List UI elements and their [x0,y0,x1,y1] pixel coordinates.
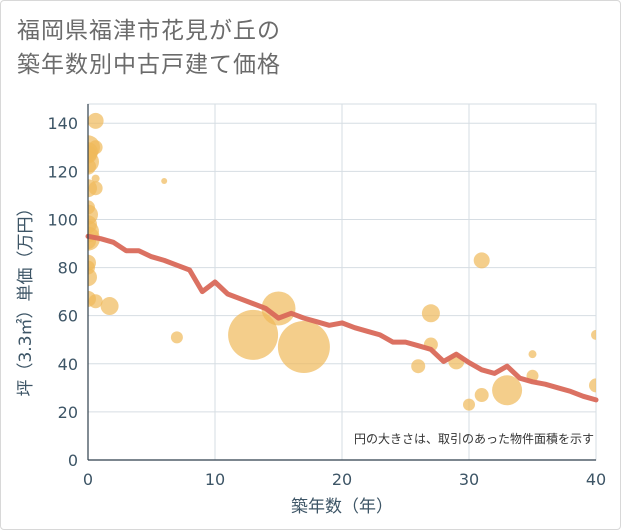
y-tick-label: 40 [58,355,78,374]
bubble-point [170,331,183,344]
bubble-point [589,378,596,393]
chart-title: 福岡県福津市花見が丘の 築年数別中古戸建て価格 [17,14,281,82]
bubble-point [88,268,97,287]
x-tick-label: 30 [459,470,479,489]
bubble-point [88,158,96,175]
bubble-point [161,177,168,184]
y-tick-label: 140 [47,114,78,133]
bubble-point [492,375,523,406]
trend-series [85,233,599,403]
bubble-point [100,297,119,316]
bubble-point [88,112,104,129]
bubble-series [88,112,596,411]
bubble-point [88,140,103,155]
axes: 0 20 40 60 80 100 120 140 0 10 20 30 40 [47,104,606,489]
x-tick-label: 10 [205,470,225,489]
x-tick-label: 40 [586,470,606,489]
bubble-point [411,359,426,374]
grid-lines [87,103,597,461]
bubble-point [277,320,330,373]
y-tick-label: 100 [47,210,78,229]
size-note: 円の大きさは、取引のあった物件面積を示す [354,431,594,446]
bubble-point [591,329,596,340]
x-axis-label: 築年数（年） [291,497,393,517]
y-tick-label: 120 [47,162,78,181]
trend-line [85,233,599,403]
bubble-point [528,350,537,359]
x-tick-label: 0 [83,470,93,489]
y-tick-label: 20 [58,403,78,422]
bubble-point [463,398,475,411]
chart-title-line-1: 福岡県福津市花見が丘の [17,18,281,44]
y-tick-label: 0 [68,451,78,470]
bubble-point [473,252,490,269]
bubble-point [91,174,100,183]
x-tick-label: 20 [332,470,352,489]
bubble-point [88,294,103,309]
bubble-point [228,309,279,360]
y-tick-label: 60 [58,307,78,326]
chart-title-line-2: 築年数別中古戸建て価格 [17,52,281,78]
y-tick-label: 80 [58,259,78,278]
y-axis-label: 坪（3.3㎡）単価（万円） [16,199,36,396]
bubble-point [421,304,440,323]
bubble-point [474,388,489,403]
bubble-point [88,181,103,196]
